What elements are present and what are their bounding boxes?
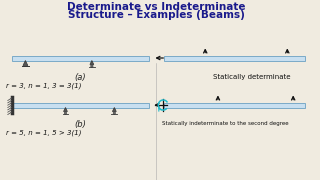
Circle shape [113, 112, 116, 114]
Polygon shape [23, 60, 28, 66]
Text: (b): (b) [74, 120, 86, 129]
Text: Determinate vs Indeterminate: Determinate vs Indeterminate [67, 2, 246, 12]
Polygon shape [64, 107, 68, 111]
Text: r = 3, n = 1, 3 = 3(1): r = 3, n = 1, 3 = 3(1) [6, 82, 81, 89]
Bar [164, 102, 305, 107]
Text: Structure – Examples (Beams): Structure – Examples (Beams) [68, 10, 245, 20]
Text: r = 5, n = 1, 5 > 3(1): r = 5, n = 1, 5 > 3(1) [6, 129, 81, 136]
Text: (a): (a) [74, 73, 86, 82]
Circle shape [64, 112, 67, 114]
Bar [12, 55, 148, 60]
Polygon shape [90, 60, 94, 64]
Text: Statically determinate: Statically determinate [213, 74, 291, 80]
Bar [12, 102, 148, 107]
Polygon shape [112, 107, 116, 111]
Bar [164, 55, 305, 60]
Text: Statically indeterminate to the second degree: Statically indeterminate to the second d… [162, 121, 289, 126]
Circle shape [91, 65, 93, 67]
